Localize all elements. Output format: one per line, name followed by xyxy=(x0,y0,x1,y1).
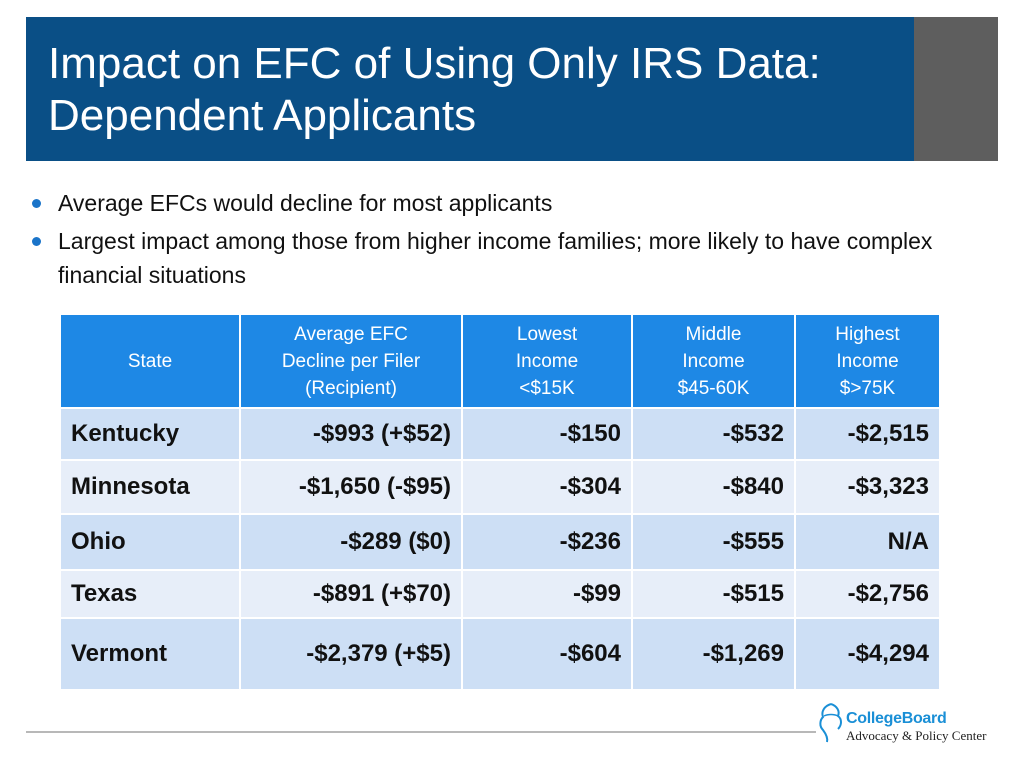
value-cell: -$2,515 xyxy=(794,407,941,461)
slide-title-line-1: Impact on EFC of Using Only IRS Data: xyxy=(48,39,821,88)
value-cell: -$2,756 xyxy=(794,569,941,619)
table-row: Minnesota -$1,650 (-$95) -$304 -$840 -$3,323 xyxy=(59,459,941,515)
bullet-dot-icon xyxy=(32,237,41,246)
bullet-item: Largest impact among those from higher i… xyxy=(30,224,990,292)
acorn-icon xyxy=(819,703,842,743)
value-cell: -$4,294 xyxy=(794,617,941,691)
slide-title-line-2: Dependent Applicants xyxy=(48,91,477,140)
value-cell: N/A xyxy=(794,513,941,571)
state-cell: Vermont xyxy=(59,617,241,691)
value-cell: -$2,379 (+$5) xyxy=(239,617,463,691)
column-header-line: Lowest xyxy=(516,323,578,345)
logo-subtitle: Advocacy & Policy Center xyxy=(846,728,987,743)
title-banner xyxy=(26,17,914,161)
column-header-line: Decline per Filer xyxy=(281,350,421,372)
value-cell: -$515 xyxy=(631,569,796,619)
bullet-dot-icon xyxy=(32,199,41,208)
value-cell: -$891 (+$70) xyxy=(239,569,463,619)
value-cell: -$1,269 xyxy=(631,617,796,691)
value-cell: -$150 xyxy=(461,407,633,461)
table-row: Vermont -$2,379 (+$5) -$604 -$1,269 -$4,294 xyxy=(59,617,941,691)
column-header: Middle Income $45-60K xyxy=(631,313,796,409)
state-cell: Ohio xyxy=(59,513,241,571)
logo-name: CollegeBoard xyxy=(846,710,947,727)
bullet-item: Average EFCs would decline for most appl… xyxy=(30,186,990,220)
column-header: Highest Income $>75K xyxy=(794,313,941,409)
column-header: Average EFC Decline per Filer (Recipient) xyxy=(239,313,463,409)
table-header-row: State Average EFC Decline per Filer (Recipi… xyxy=(59,313,941,409)
column-header-line: State xyxy=(127,350,173,372)
state-cell: Kentucky xyxy=(59,407,241,461)
value-cell: -$555 xyxy=(631,513,796,571)
column-header: Lowest Income <$15K xyxy=(461,313,633,409)
value-cell: -$99 xyxy=(461,569,633,619)
state-cell: Minnesota xyxy=(59,459,241,515)
column-header-line: $45-60K xyxy=(677,377,750,399)
efc-impact-table: State Average EFC Decline per Filer (Recipi… xyxy=(59,313,941,691)
value-cell: -$236 xyxy=(461,513,633,571)
column-header-line: Income xyxy=(836,350,899,372)
table-row: Texas -$891 (+$70) -$99 -$515 -$2,756 xyxy=(59,569,941,619)
collegeboard-logo: CollegeBoard Advocacy & Policy Center xyxy=(816,698,1006,748)
column-header-line: (Recipient) xyxy=(305,377,397,399)
title-accent-block xyxy=(914,17,998,161)
column-header-line: $>75K xyxy=(839,377,896,399)
value-cell: -$289 ($0) xyxy=(239,513,463,571)
state-cell: Texas xyxy=(59,569,241,619)
value-cell: -$993 (+$52) xyxy=(239,407,463,461)
column-header-line: Income xyxy=(515,350,579,372)
slide-title: Impact on EFC of Using Only IRS Data: De… xyxy=(48,38,988,142)
column-header-line: Average EFC xyxy=(294,323,408,345)
table-row: Ohio -$289 ($0) -$236 -$555 N/A xyxy=(59,513,941,571)
value-cell: -$304 xyxy=(461,459,633,515)
bullet-text: Largest impact among those from higher i… xyxy=(58,228,933,288)
footer-divider xyxy=(26,731,816,733)
value-cell: -$532 xyxy=(631,407,796,461)
value-cell: -$840 xyxy=(631,459,796,515)
column-header-line: Highest xyxy=(835,323,900,345)
table-row: Kentucky -$993 (+$52) -$150 -$532 -$2,515 xyxy=(59,407,941,461)
value-cell: -$604 xyxy=(461,617,633,691)
column-header-line: <$15K xyxy=(519,377,575,399)
column-header-line: Income xyxy=(682,350,745,372)
column-header: State xyxy=(59,313,241,409)
value-cell: -$1,650 (-$95) xyxy=(239,459,463,515)
bullet-list: Average EFCs would decline for most appl… xyxy=(30,186,990,296)
bullet-text: Average EFCs would decline for most appl… xyxy=(58,190,553,216)
value-cell: -$3,323 xyxy=(794,459,941,515)
column-header-line: Middle xyxy=(685,323,742,345)
